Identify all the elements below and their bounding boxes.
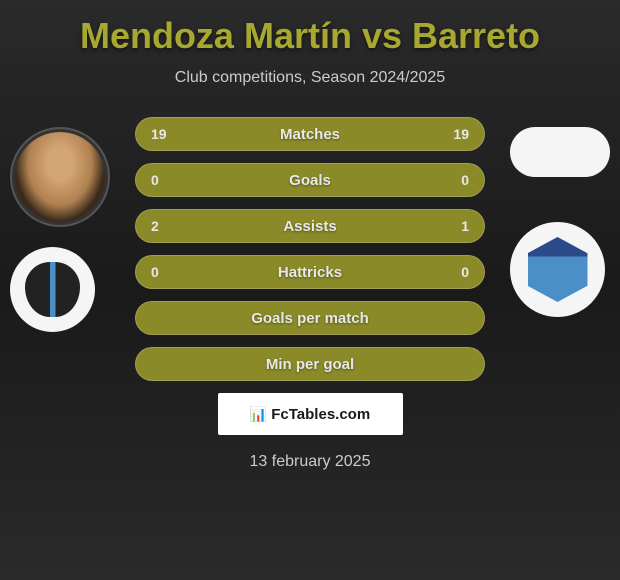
player-right-avatar <box>510 127 610 177</box>
stat-value-left: 0 <box>151 264 159 280</box>
stats-bars: 19 Matches 19 0 Goals 0 2 Assists 1 0 Ha… <box>135 117 485 381</box>
date-text: 13 february 2025 <box>10 453 610 471</box>
stat-row-min-per-goal: Min per goal <box>135 347 485 381</box>
avatar-face-icon <box>15 132 105 222</box>
stat-value-left: 2 <box>151 218 159 234</box>
stat-row-hattricks: 0 Hattricks 0 <box>135 255 485 289</box>
club-badge-right <box>510 222 605 317</box>
stat-label: Matches <box>280 126 340 143</box>
stat-value-left: 0 <box>151 172 159 188</box>
attribution-text: FcTables.com <box>271 406 370 423</box>
stats-area: 19 Matches 19 0 Goals 0 2 Assists 1 0 Ha… <box>10 117 610 471</box>
stat-value-right: 1 <box>461 218 469 234</box>
attribution-badge: 📊 FcTables.com <box>218 393 403 435</box>
stat-label: Goals per match <box>251 310 369 327</box>
stat-value-right: 0 <box>461 264 469 280</box>
stat-row-matches: 19 Matches 19 <box>135 117 485 151</box>
subtitle: Club competitions, Season 2024/2025 <box>10 69 610 87</box>
stat-value-left: 19 <box>151 126 167 142</box>
player-right-column <box>510 127 610 317</box>
stat-row-goals-per-match: Goals per match <box>135 301 485 335</box>
stat-row-goals: 0 Goals 0 <box>135 163 485 197</box>
chart-icon: 📊 <box>250 406 267 423</box>
stat-value-right: 0 <box>461 172 469 188</box>
stat-row-assists: 2 Assists 1 <box>135 209 485 243</box>
stat-label: Min per goal <box>266 356 354 373</box>
player-left-column <box>10 127 110 332</box>
stat-label: Assists <box>283 218 336 235</box>
page-title: Mendoza Martín vs Barreto <box>10 15 610 57</box>
stat-label: Hattricks <box>278 264 342 281</box>
club-badge-left <box>10 247 95 332</box>
player-left-avatar <box>10 127 110 227</box>
stat-value-right: 19 <box>453 126 469 142</box>
stat-label: Goals <box>289 172 331 189</box>
